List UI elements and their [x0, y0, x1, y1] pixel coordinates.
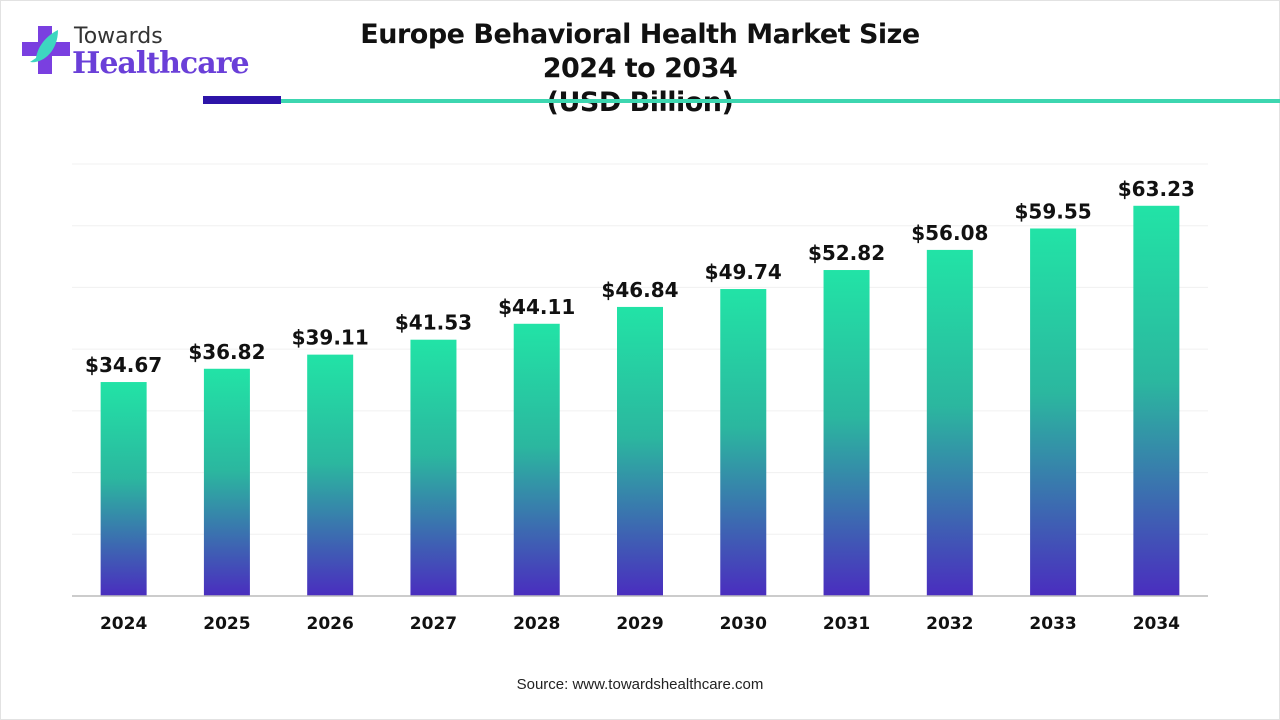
- data-label: $44.11: [498, 295, 575, 319]
- bar-2026: [307, 354, 354, 596]
- data-label: $59.55: [1014, 199, 1091, 223]
- logo-text-towards: Towards: [74, 24, 163, 49]
- data-label: $41.53: [395, 311, 472, 335]
- x-tick-label: 2030: [720, 614, 767, 634]
- bar-2032: [926, 249, 973, 596]
- x-tick-label: 2027: [410, 614, 457, 634]
- bar-2034: [1133, 205, 1180, 596]
- source-text: Source: www.towardshealthcare.com: [516, 676, 764, 693]
- logo: Towards Healthcare: [22, 22, 250, 82]
- x-tick-label: 2032: [926, 614, 973, 634]
- x-tick-label: 2029: [616, 614, 663, 634]
- data-label: $34.67: [85, 353, 162, 377]
- data-label: $46.84: [601, 278, 678, 302]
- bar-2030: [720, 289, 767, 596]
- data-label: $49.74: [705, 260, 782, 284]
- x-tick-label: 2034: [1133, 614, 1180, 634]
- bar-2024: [100, 382, 147, 596]
- title-line-1: Europe Behavioral Health Market Size 202…: [360, 19, 920, 84]
- data-label: $39.11: [292, 326, 369, 350]
- x-tick-label: 2024: [100, 614, 147, 634]
- bar-2027: [410, 339, 457, 596]
- medical-cross-leaf-icon: [22, 26, 70, 74]
- bar-2028: [513, 323, 560, 596]
- x-tick-label: 2031: [823, 614, 870, 634]
- accent-bar-dark: [203, 96, 281, 104]
- accent-bar-teal: [281, 99, 1280, 103]
- data-label: $36.82: [188, 340, 265, 364]
- bar-2031: [823, 270, 870, 596]
- x-tick-label: 2025: [203, 614, 250, 634]
- x-tick-label: 2026: [307, 614, 354, 634]
- x-tick-label: 2033: [1029, 614, 1076, 634]
- data-label: $52.82: [808, 241, 885, 265]
- data-label: $56.08: [911, 221, 988, 245]
- logo-text-healthcare: Healthcare: [72, 46, 250, 81]
- x-tick-label: 2028: [513, 614, 560, 634]
- bar-2033: [1030, 228, 1077, 596]
- bar-2029: [617, 306, 663, 596]
- bar-2025: [203, 368, 250, 596]
- data-label: $63.23: [1118, 177, 1195, 201]
